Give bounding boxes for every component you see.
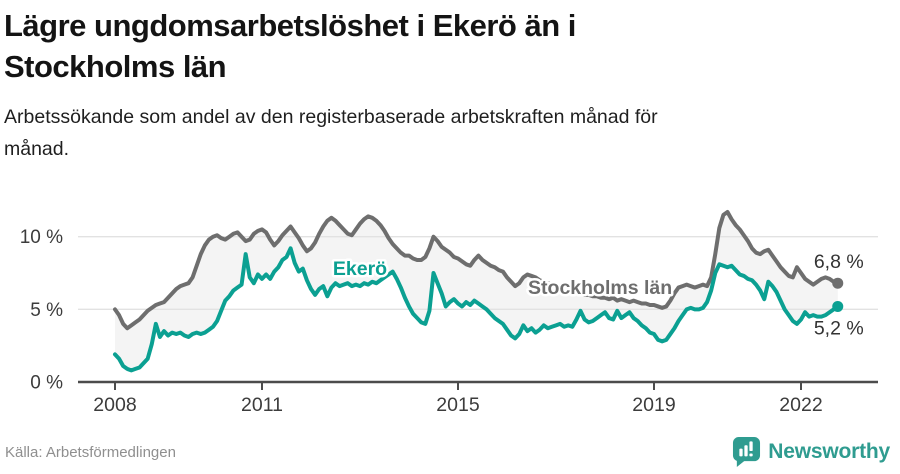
source-text: Källa: Arbetsförmedlingen: [5, 443, 176, 461]
header: Lägre ungdomsarbetslöshet i Ekerö än i St…: [4, 5, 896, 165]
y-axis-tick-label: 0 %: [30, 373, 63, 394]
series-label-eker: Ekerö: [333, 258, 387, 280]
area-fill-between-series: [115, 211, 838, 371]
series-label-stockholms-ln: Stockholms län: [528, 277, 672, 299]
x-axis-tick-label: 2008: [93, 394, 136, 416]
series-line-stockholms-lan: [113, 209, 840, 331]
x-axis-tick-label: 2019: [632, 394, 675, 416]
y-axis-tick-label: 5 %: [30, 300, 63, 321]
subtitle-line-2: månad.: [4, 138, 70, 160]
series-line-ekero: [113, 246, 840, 373]
x-axis-tick-label: 2011: [241, 394, 283, 416]
page-subtitle: Arbetssökande som andel av den registerb…: [4, 101, 896, 165]
series-end-label-stockholms-lan: 6,8 %: [814, 251, 864, 273]
subtitle-line-1: Arbetssökande som andel av den registerb…: [4, 106, 658, 128]
newsworthy-logo-icon: [733, 437, 761, 467]
page-title: Lägre ungdomsarbetslöshet i Ekerö än i St…: [4, 5, 896, 87]
title-line-1: Lägre ungdomsarbetslöshet i Ekerö än i: [4, 8, 576, 43]
newsworthy-brand-text: Newsworthy: [768, 440, 890, 463]
series-end-dot-stockholms-lan: [832, 277, 844, 289]
series-end-dot-ekero: [832, 300, 844, 312]
newsworthy-logo: Newsworthy: [732, 436, 890, 468]
series-end-label-ekero: 5,2 %: [814, 317, 864, 339]
footer: Källa: Arbetsförmedlingen Newsworthy: [5, 436, 890, 468]
unemployment-line-chart: 2008 2011 2015 2019 2022 0 % 5 % 10 % 6,8 % 5,2 %…: [20, 209, 878, 416]
title-line-2: Stockholms län: [4, 49, 227, 84]
x-axis-tick-label: 2015: [436, 394, 480, 416]
y-axis-tick-label: 10 %: [20, 227, 63, 248]
x-axis-tick-label: 2022: [779, 394, 822, 416]
